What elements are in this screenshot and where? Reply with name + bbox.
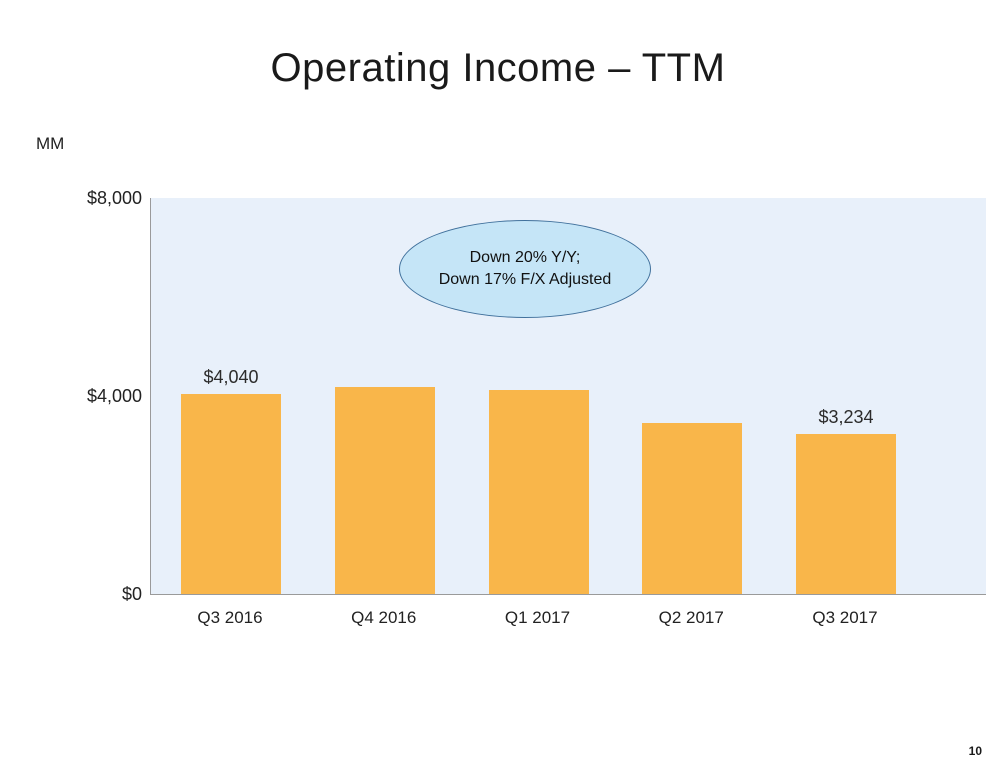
annotation-line-1: Down 20% Y/Y; [469,249,581,267]
y-tick-label: $0 [121,584,142,604]
bar-slot [488,198,589,594]
bar-value-label: $4,040 [203,367,259,388]
bar [642,422,743,594]
bar-slot: $4,040 [181,198,281,594]
x-tick-label: Q1 2017 [504,608,571,627]
bar [488,390,589,594]
bar [181,394,281,594]
bar-value-label: $3,234 [818,406,874,427]
x-tick-label: Q3 2016 [197,608,263,627]
bars-row: $4,040 $3,234 [151,198,986,594]
page-number: 10 [968,744,982,758]
x-tick-label: Q4 2016 [351,608,417,627]
x-tick-label: Q2 2017 [658,608,724,627]
bar-slot: $3,234 [796,198,896,594]
plot-area: Down 20% Y/Y; Down 17% F/X Adjusted $4,0… [150,198,986,595]
x-tick-label: Q3 2017 [812,608,878,627]
slide-title: Operating Income – TTM [270,46,726,90]
annotation-line-2: Down 17% F/X Adjusted [438,271,612,288]
y-tick-label: $8,000 [86,188,142,208]
units-label: MM [36,134,65,153]
bar [334,386,435,594]
bar-slot [642,198,743,594]
bar [796,433,896,594]
y-axis: $0 $4,000 $8,000 [0,0,142,768]
x-axis-labels: Q3 2016 Q4 2016 Q1 2017 Q2 2017 Q3 2017 [150,608,985,628]
y-tick-label: $4,000 [86,386,142,406]
annotation-ellipse: Down 20% Y/Y; Down 17% F/X Adjusted [399,220,651,318]
bar-slot [334,198,435,594]
